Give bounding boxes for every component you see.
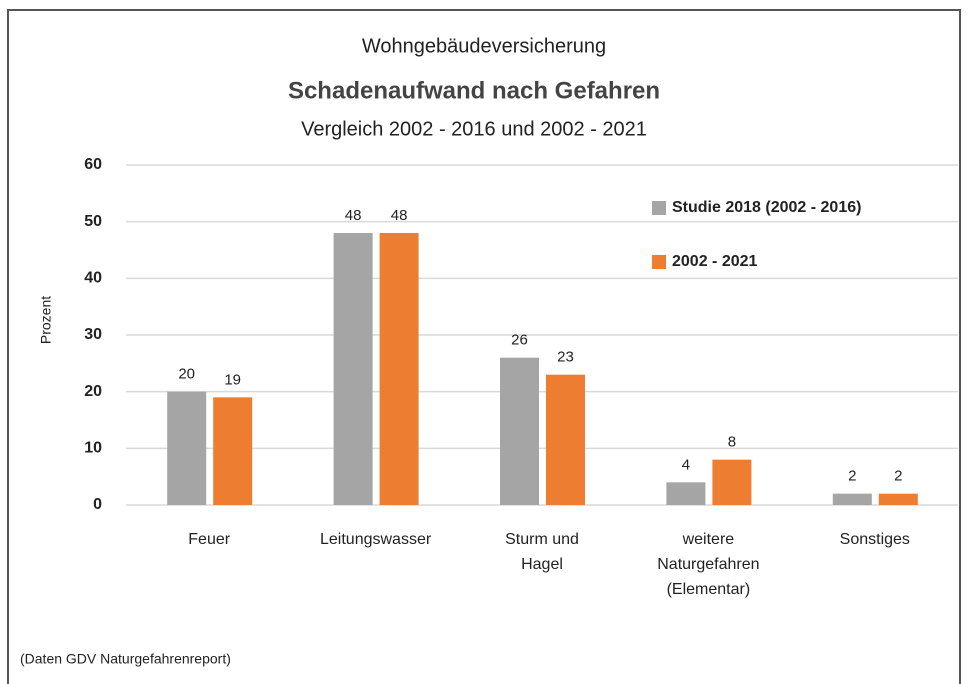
y-tick-label: 40 bbox=[84, 270, 102, 287]
footnote: (Daten GDV Naturgefahrenreport) bbox=[20, 651, 231, 667]
data-label: 48 bbox=[345, 207, 362, 224]
bar bbox=[832, 493, 872, 505]
data-label: 23 bbox=[557, 349, 574, 366]
data-label: 2 bbox=[894, 468, 902, 485]
data-label: 48 bbox=[391, 207, 408, 224]
x-tick-label: Feuer bbox=[188, 531, 231, 548]
chart-subtitle: Vergleich 2002 - 2016 und 2002 - 2021 bbox=[301, 118, 647, 140]
y-tick-label: 0 bbox=[93, 496, 102, 513]
y-axis-label: Prozent bbox=[38, 296, 54, 344]
chart-title: Wohngebäudeversicherung bbox=[362, 35, 606, 57]
x-tick-label: Leitungswasser bbox=[320, 531, 432, 548]
data-label: 26 bbox=[511, 332, 528, 349]
bar bbox=[712, 459, 752, 505]
y-tick-label: 50 bbox=[84, 213, 102, 230]
bar bbox=[546, 374, 585, 505]
data-label: 20 bbox=[178, 366, 195, 383]
y-tick-label: 60 bbox=[84, 156, 102, 173]
legend-swatch bbox=[652, 201, 666, 215]
y-tick-label: 30 bbox=[84, 326, 102, 343]
frame bbox=[7, 9, 961, 684]
x-tick-label: weitere Naturgefahren (Elementar) bbox=[657, 531, 760, 598]
bar bbox=[878, 493, 918, 505]
bar bbox=[666, 482, 706, 505]
legend-label: 2002 - 2021 bbox=[672, 253, 758, 270]
data-label: 2 bbox=[848, 468, 856, 485]
bar bbox=[213, 397, 253, 505]
chart-subtitle: Schadenaufwand nach Gefahren bbox=[288, 77, 660, 104]
y-tick-label: 20 bbox=[84, 383, 102, 400]
x-tick-label: Sturm und Hagel bbox=[505, 531, 579, 573]
bar bbox=[167, 391, 207, 505]
bar bbox=[379, 233, 419, 505]
x-tick-label: Sonstiges bbox=[839, 531, 910, 548]
bar bbox=[333, 233, 373, 505]
y-tick-label: 10 bbox=[84, 440, 102, 457]
data-label: 4 bbox=[682, 456, 690, 473]
legend-swatch bbox=[652, 255, 666, 269]
data-label: 8 bbox=[728, 434, 736, 451]
data-label: 19 bbox=[224, 371, 241, 388]
legend-label: Studie 2018 (2002 - 2016) bbox=[672, 199, 861, 216]
bar bbox=[500, 357, 539, 505]
